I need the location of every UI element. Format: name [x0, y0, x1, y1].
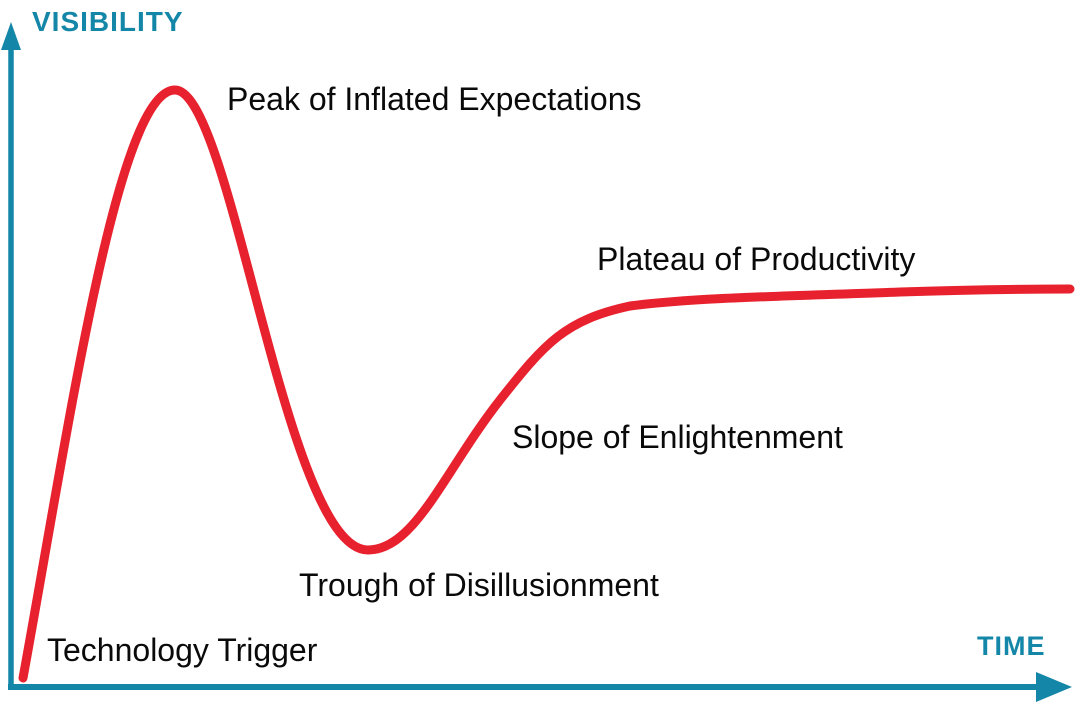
x-axis-arrow-icon — [1036, 672, 1072, 702]
label-technology-trigger: Technology Trigger — [47, 632, 318, 668]
label-plateau-of-productivity: Plateau of Productivity — [597, 241, 916, 277]
label-peak-of-inflated-expectations: Peak of Inflated Expectations — [227, 81, 642, 117]
y-axis-arrow-icon — [1, 22, 21, 50]
x-axis-label: TIME — [977, 631, 1046, 661]
hype-curve — [18, 85, 1075, 683]
label-trough-of-disillusionment: Trough of Disillusionment — [299, 567, 659, 603]
label-slope-of-enlightenment: Slope of Enlightenment — [512, 419, 843, 455]
y-axis-label: VISIBILITY — [32, 6, 184, 37]
